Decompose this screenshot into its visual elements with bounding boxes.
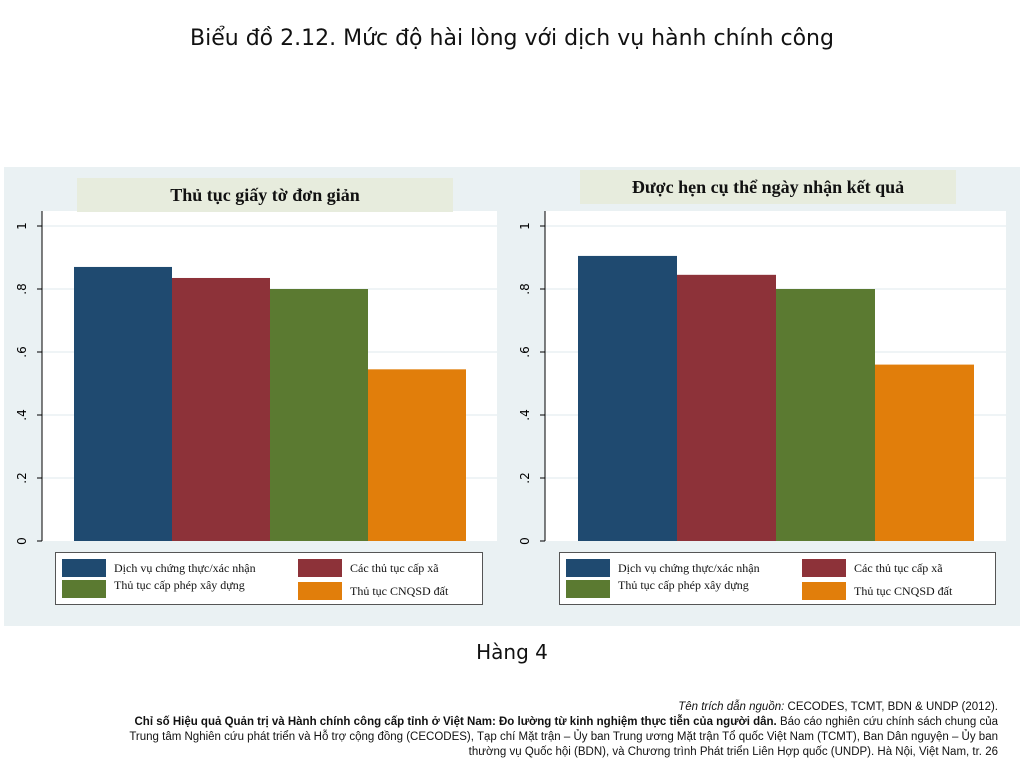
y-tick-label: 0: [15, 537, 29, 545]
chart-right-legend: Dịch vụ chứng thực/xác nhận Các thủ tục …: [559, 552, 996, 605]
legend-label: Dịch vụ chứng thực/xác nhận: [114, 561, 256, 575]
y-tick-label: .4: [518, 409, 532, 420]
y-tick-label: 1: [15, 222, 29, 230]
legend-swatch: [298, 582, 342, 600]
legend-swatch: [566, 580, 610, 598]
legend-label: Các thủ tục cấp xã: [854, 561, 943, 575]
citation-line-4: thường vụ Quốc hội (BDN), và Chương trìn…: [468, 746, 998, 758]
citation-line-2-rest: Báo cáo nghiên cứu chính sách chung của: [779, 716, 998, 728]
bar-4: [875, 364, 974, 541]
bar-2: [677, 274, 776, 541]
legend-label: Các thủ tục cấp xã: [350, 561, 439, 575]
bar-3: [776, 289, 875, 541]
y-tick-label: .4: [15, 409, 29, 420]
y-tick-label: .6: [15, 346, 29, 357]
chart-right-title: Được hẹn cụ thể ngày nhận kết quả: [580, 170, 956, 204]
citation-line-1: Tên trích dẫn nguồn: CECODES, TCMT, BDN …: [18, 700, 998, 715]
legend-swatch: [62, 559, 106, 577]
y-tick-label: .2: [518, 472, 532, 483]
legend-swatch: [62, 580, 106, 598]
y-tick-label: .8: [15, 283, 29, 294]
legend-label: Thủ tục cấp phép xây dựng: [618, 578, 749, 592]
legend-label: Dịch vụ chứng thực/xác nhận: [618, 561, 760, 575]
citation-lead-label: Tên trích dẫn nguồn:: [678, 701, 785, 713]
y-tick-label: .2: [15, 472, 29, 483]
y-tick-label: 1: [518, 222, 532, 230]
y-tick-label: .8: [518, 283, 532, 294]
legend-swatch: [566, 559, 610, 577]
legend-label: Thủ tục CNQSD đất: [350, 584, 449, 598]
legend-swatch: [802, 559, 846, 577]
citation-report-title: Chỉ số Hiệu quả Quản trị và Hành chính c…: [134, 716, 777, 728]
chart-left-title: Thủ tục giấy tờ đơn giản: [77, 178, 453, 212]
y-tick-label: .6: [518, 346, 532, 357]
legend-swatch: [298, 559, 342, 577]
legend-swatch: [802, 582, 846, 600]
y-tick-label: 0: [518, 537, 532, 545]
bar-2: [172, 277, 270, 541]
figure-panel: 0 .2 .4 .6 .8 1 0 .2 .4 .6 .8 1 Thủ tục giấy tờ đơn…: [4, 167, 1020, 626]
bar-4: [368, 369, 466, 541]
bar-1: [578, 255, 677, 542]
legend-label: Thủ tục cấp phép xây dựng: [114, 578, 245, 592]
citation-lead-text: CECODES, TCMT, BDN & UNDP (2012).: [787, 701, 998, 713]
citation-line-3: Trung tâm Nghiên cứu phát triển và Hỗ tr…: [129, 731, 998, 743]
chart-left-legend: Dịch vụ chứng thực/xác nhận Các thủ tục …: [55, 552, 483, 605]
bar-1: [74, 266, 172, 541]
charts-canvas: 0 .2 .4 .6 .8 1 0 .2 .4 .6 .8 1: [15, 211, 1006, 545]
source-citation: Tên trích dẫn nguồn: CECODES, TCMT, BDN …: [18, 700, 998, 760]
citation-line-2: Chỉ số Hiệu quả Quản trị và Hành chính c…: [18, 715, 998, 730]
slide-caption: Hàng 4: [476, 640, 548, 664]
page-title: Biểu đồ 2.12. Mức độ hài lòng với dịch v…: [190, 26, 834, 51]
legend-label: Thủ tục CNQSD đất: [854, 584, 953, 598]
bar-3: [270, 289, 368, 541]
